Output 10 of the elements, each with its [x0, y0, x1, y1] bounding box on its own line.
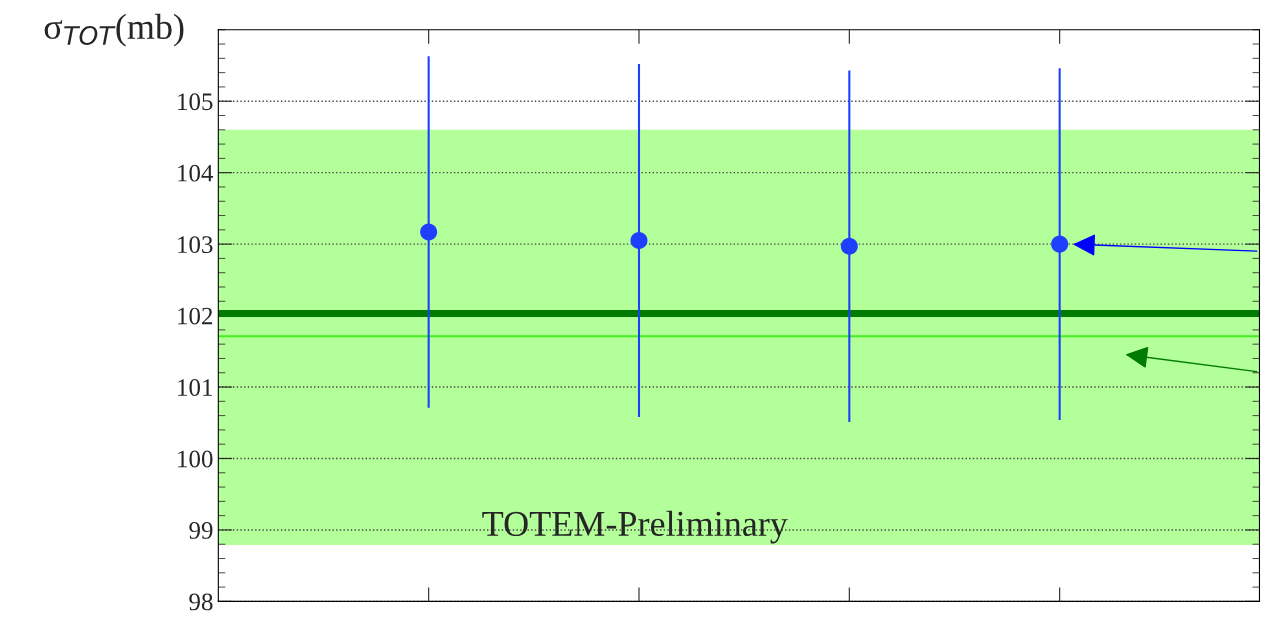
y-tick-label: 103	[178, 236, 213, 254]
y-tick-label: 102	[178, 307, 213, 325]
y-tick-label: 99	[189, 522, 213, 539]
y-tick-label: 100	[178, 450, 213, 468]
y-tick-label: 104	[178, 164, 214, 182]
y-tick-label: 101	[178, 379, 212, 396]
y-tick-label: 98	[189, 593, 213, 611]
annotation: TOTEM-Preliminary	[482, 510, 788, 544]
y-tick-label: 105	[178, 93, 213, 111]
y-axis-title: σ$_{TOT}$(mb)	[44, 13, 184, 47]
